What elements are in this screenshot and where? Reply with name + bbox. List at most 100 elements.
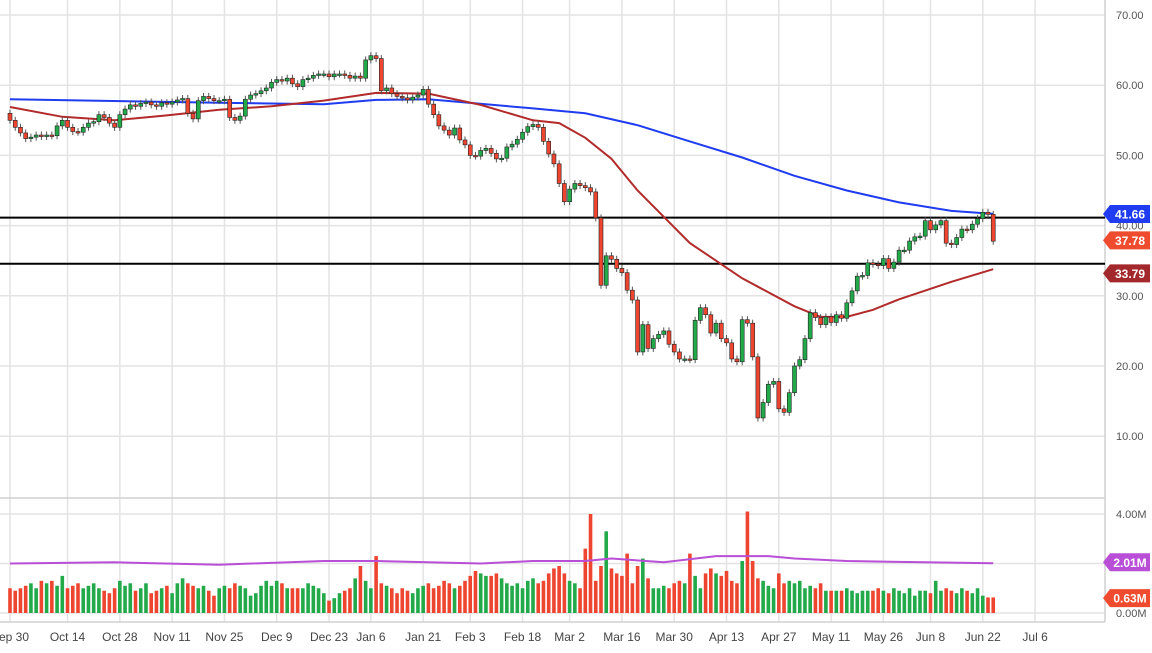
volume-bar (13, 590, 18, 613)
candle-body (682, 358, 687, 361)
volume-bar (133, 590, 138, 613)
volume-bar (342, 590, 347, 613)
volume-bar (578, 588, 582, 613)
candle-body (661, 330, 667, 335)
volume-bar (149, 593, 154, 613)
volume-bar (918, 590, 922, 613)
volume-bar (698, 588, 703, 613)
candle-body (488, 148, 494, 154)
volume-bar (76, 583, 80, 613)
last-volume-tag: 0.63M (1113, 592, 1146, 606)
volume-bar (138, 588, 143, 613)
candle-body (352, 75, 358, 79)
volume-bar (144, 583, 148, 613)
candle-body (33, 134, 39, 138)
candle-body (431, 103, 436, 115)
volume-bar (944, 588, 948, 613)
volume-bar (771, 588, 776, 613)
volume-bar (531, 578, 535, 613)
volume-bar (745, 511, 750, 613)
candle-body (363, 59, 368, 79)
volume-bar (285, 588, 289, 613)
volume-bar (609, 568, 614, 613)
volume-bar (306, 583, 310, 613)
candle-body (54, 125, 60, 137)
date-tick-label: May 11 (812, 630, 851, 644)
candle-body (248, 94, 253, 100)
volume-bar (980, 595, 985, 613)
candle-body (755, 356, 761, 419)
volume-bar (766, 585, 771, 613)
volume-bar (845, 588, 849, 613)
candle-body (530, 124, 536, 127)
volume-bar (484, 575, 488, 613)
price-tick-label: 50.00 (1116, 150, 1144, 162)
volume-bar (23, 585, 28, 613)
volume-bar (546, 573, 551, 613)
volume-bar (191, 585, 195, 613)
candle-body (258, 90, 264, 94)
candle-body (745, 319, 750, 324)
candle-body (75, 131, 81, 134)
volume-bar (672, 583, 677, 613)
volume-bar (348, 588, 352, 613)
candle-body (870, 262, 876, 265)
candle-body (698, 307, 703, 321)
volume-bar (787, 580, 792, 613)
support-resistance-lines (0, 216, 1105, 265)
volume-bar (724, 570, 729, 613)
volume-bar (719, 575, 724, 613)
volume-bar (818, 583, 823, 613)
volume-bar (316, 588, 321, 613)
volume-bar (625, 553, 629, 613)
candle-body (295, 83, 300, 87)
volume-bar (641, 558, 645, 613)
candle-body (154, 104, 159, 107)
candle-body (917, 235, 923, 238)
candle-body (713, 322, 719, 334)
volume-bar (322, 593, 326, 613)
candle-body (499, 157, 504, 161)
volume-bar (175, 583, 180, 613)
candle-body (436, 114, 442, 127)
candle-body (59, 120, 65, 127)
volume-bar (599, 565, 603, 613)
candle-body (985, 211, 991, 215)
volume-bar (259, 585, 263, 613)
candle-body (703, 307, 708, 316)
volume-bar (280, 583, 284, 613)
candle-body (368, 55, 374, 61)
volume-bar (243, 588, 248, 613)
volume-bar (39, 580, 44, 613)
candle-body (781, 408, 787, 413)
candle-body (807, 312, 813, 339)
candle-body (598, 217, 604, 286)
volume-bar (907, 588, 912, 613)
volume-bar (55, 585, 59, 613)
volume-bar (457, 585, 462, 613)
candle-body (959, 228, 965, 238)
volume-bar (803, 588, 807, 613)
candle-body (666, 330, 672, 345)
volume-bar (18, 588, 23, 613)
date-tick-label: Sep 30 (0, 630, 29, 644)
candle-body (405, 97, 410, 101)
candle-body (279, 79, 285, 82)
volume-average-tag: 2.01M (1113, 556, 1146, 570)
date-tick-label: Oct 28 (102, 630, 138, 644)
price-tags: 41.66 37.78 33.79 2.01M 0.63M (1103, 204, 1150, 608)
date-tick-label: Jan 6 (356, 630, 386, 644)
volume-bar (337, 593, 342, 613)
volume-bar (353, 578, 357, 613)
volume-bar (128, 583, 133, 613)
volume-bar (902, 593, 907, 613)
date-tick-label: Nov 11 (154, 630, 191, 644)
candle-body (195, 100, 201, 120)
volume-bar (688, 553, 692, 613)
volume-bar (667, 588, 671, 613)
candle-body (127, 104, 133, 110)
volume-bar (91, 583, 96, 613)
volume-bar (881, 590, 886, 613)
volume-bar (928, 593, 933, 613)
